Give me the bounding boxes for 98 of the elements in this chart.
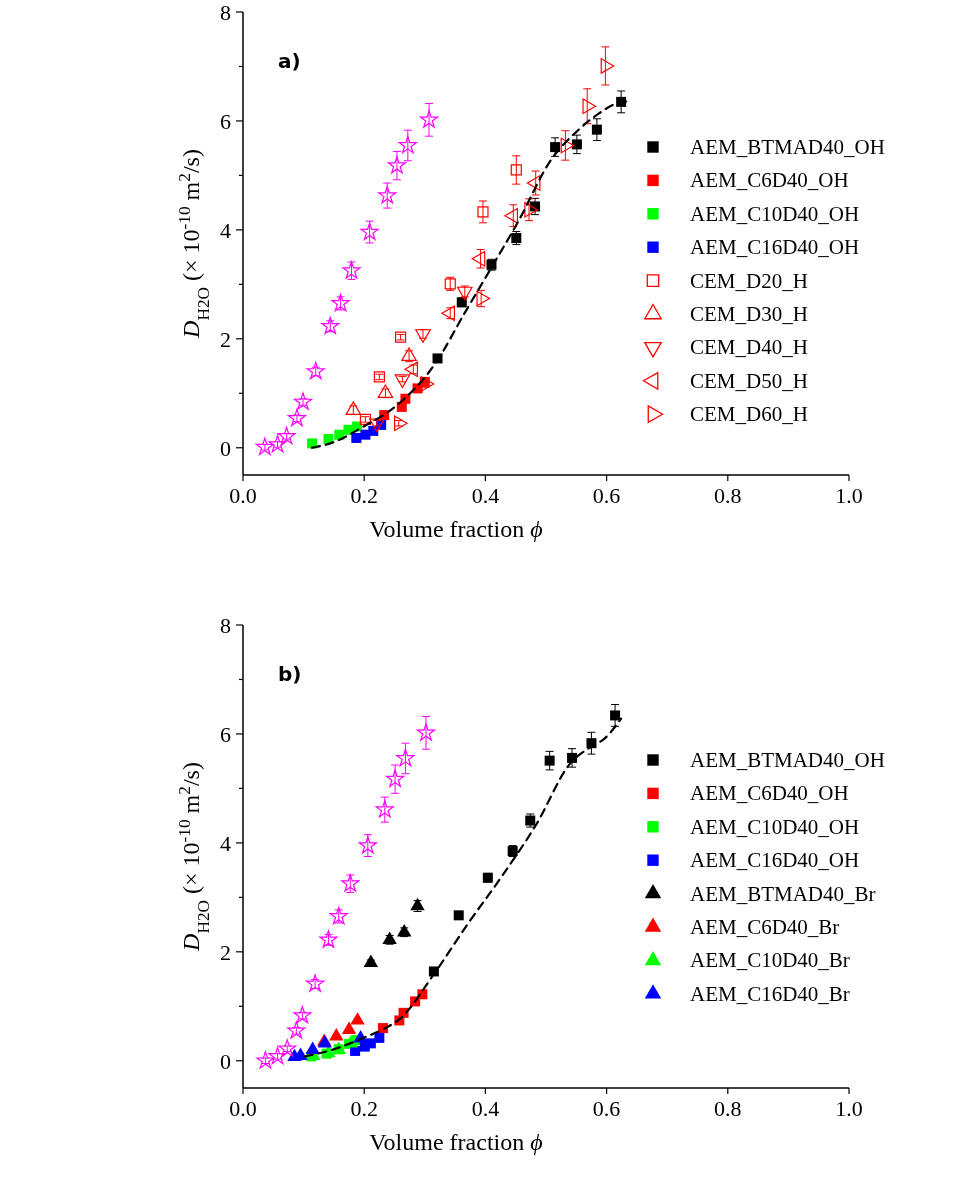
legend-label: CEM_D60_H — [690, 402, 808, 427]
point — [544, 755, 555, 766]
point — [560, 137, 575, 154]
point — [510, 164, 522, 176]
legend-label: AEM_C16D40_Br — [690, 981, 850, 1006]
point — [293, 392, 313, 410]
point — [375, 800, 394, 818]
point — [610, 710, 621, 721]
point — [342, 261, 361, 279]
point — [255, 437, 274, 456]
legend-label: CEM_D50_H — [690, 368, 808, 393]
point — [268, 1046, 287, 1065]
point — [306, 974, 325, 992]
x-tick-label: 0.0 — [229, 483, 257, 508]
legend-label: AEM_C16D40_OH — [690, 848, 860, 873]
x-tick-label: 1.0 — [835, 483, 863, 508]
point — [277, 426, 296, 445]
legend-label: AEM_BTMAD40_Br — [690, 881, 876, 906]
point — [591, 124, 602, 135]
legend-label: CEM_D30_H — [690, 302, 808, 326]
point — [350, 1012, 365, 1025]
y-tick-label: 6 — [220, 721, 231, 747]
legend-label: AEM_C10D40_Br — [690, 948, 850, 973]
legend-label: AEM_C6D40_OH — [690, 168, 849, 193]
point — [477, 206, 489, 218]
point — [321, 316, 340, 335]
point — [268, 434, 287, 453]
point — [387, 156, 407, 174]
point — [393, 415, 408, 432]
point — [329, 906, 348, 925]
point — [600, 58, 615, 74]
point — [416, 723, 436, 741]
point — [305, 1041, 320, 1055]
text: a) — [278, 49, 301, 73]
y-tick-label: 4 — [220, 217, 231, 243]
point — [524, 201, 538, 218]
point — [453, 910, 464, 921]
point — [341, 874, 360, 892]
point — [331, 293, 350, 312]
point — [385, 769, 405, 787]
y-tick-label: 2 — [220, 939, 231, 965]
point — [306, 361, 325, 380]
x-tick-label: 0.4 — [471, 483, 500, 508]
x-tick-label: 1.0 — [835, 1096, 863, 1121]
point — [319, 930, 338, 948]
point — [350, 1045, 361, 1056]
x-tick-label: 0.6 — [592, 483, 621, 508]
x-tick-label: 0.2 — [350, 1096, 378, 1121]
y-tick-label: 8 — [220, 0, 231, 25]
x-tick-label: 0.8 — [714, 483, 742, 508]
point — [256, 1051, 275, 1069]
point — [476, 290, 491, 307]
x-axis-title: Volume fraction ϕ — [369, 1129, 543, 1155]
point — [582, 98, 597, 115]
point — [378, 186, 397, 204]
x-tick-label: 0.6 — [592, 1096, 621, 1121]
point — [287, 408, 307, 427]
point — [567, 752, 578, 763]
y-tick-label: 6 — [220, 108, 231, 134]
y-tick-label: 0 — [220, 435, 231, 461]
legend-label: AEM_BTMAD40_OH — [690, 135, 885, 159]
point — [358, 836, 377, 854]
point — [341, 1021, 357, 1034]
point — [345, 401, 362, 415]
legend-label: AEM_C10D40_OH — [690, 814, 860, 839]
point — [550, 142, 561, 153]
point — [278, 1039, 297, 1057]
legend-label: AEM_C10D40_OH — [690, 201, 860, 226]
point — [360, 222, 379, 240]
point — [571, 139, 582, 150]
point — [374, 1032, 385, 1043]
point — [396, 923, 412, 937]
point — [377, 384, 394, 399]
legend-label: CEM_D20_H — [690, 268, 808, 293]
x-axis-title: Volume fraction ϕ — [369, 516, 543, 542]
x-tick-label: 0.2 — [350, 483, 378, 508]
x-tick-label: 0.0 — [229, 1096, 257, 1121]
point — [329, 1027, 344, 1041]
x-tick-label: 0.4 — [471, 1096, 500, 1121]
legend-label: AEM_C6D40_Br — [690, 915, 840, 939]
point — [419, 110, 439, 128]
point — [396, 748, 415, 767]
point — [428, 966, 439, 977]
y-tick-label: 0 — [220, 1048, 231, 1074]
point — [398, 135, 417, 154]
legend-label: AEM_C16D40_OH — [690, 235, 860, 260]
point — [287, 1021, 306, 1039]
point — [307, 438, 318, 449]
point — [363, 954, 379, 967]
y-tick-label: 4 — [220, 830, 231, 856]
legend-label: AEM_C6D40_OH — [690, 781, 849, 806]
text: b) — [278, 662, 302, 686]
legend-label: AEM_BTMAD40_OH — [690, 748, 885, 772]
y-tick-label: 8 — [220, 613, 231, 638]
legend-label: CEM_D40_H — [690, 335, 808, 360]
point — [293, 1006, 312, 1024]
y-tick-label: 2 — [220, 326, 231, 352]
x-tick-label: 0.8 — [714, 1096, 742, 1121]
